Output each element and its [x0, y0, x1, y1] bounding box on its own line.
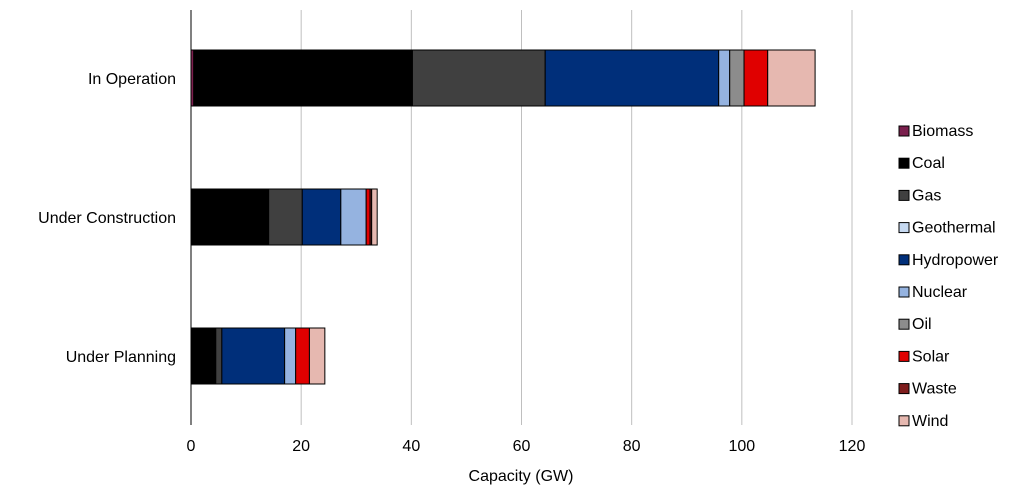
- bar-gas-under-planning: [215, 327, 223, 385]
- legend-label-nuclear: Nuclear: [912, 284, 968, 301]
- bars: [190, 49, 816, 385]
- legend-swatch-wind: [898, 415, 910, 427]
- bar-nuclear-under-planning: [284, 327, 297, 385]
- legend-swatch-gas: [898, 189, 910, 201]
- x-axis-label: Capacity (GW): [469, 468, 574, 485]
- bar-solar-under-planning: [295, 327, 310, 385]
- x-tick-label: 100: [728, 438, 755, 455]
- legend-label-wind: Wind: [912, 413, 948, 430]
- x-tick-label: 120: [839, 438, 866, 455]
- y-category-label: In Operation: [88, 71, 176, 88]
- bar-nuclear-in-operation: [718, 49, 731, 107]
- x-tick-label: 80: [623, 438, 641, 455]
- bar-coal-under-planning: [190, 327, 217, 385]
- bar-hydropower-under-construction: [301, 188, 342, 246]
- bar-coal-under-construction: [190, 188, 270, 246]
- bar-hydropower-under-planning: [221, 327, 286, 385]
- legend-label-oil: Oil: [912, 316, 932, 333]
- bar-gas-in-operation: [411, 49, 546, 107]
- legend-label-waste: Waste: [912, 381, 957, 398]
- legend-swatch-hydropower: [898, 254, 910, 266]
- bar-wind-under-planning: [308, 327, 326, 385]
- legend-label-biomass: Biomass: [912, 123, 973, 140]
- bar-nuclear-under-construction: [340, 188, 367, 246]
- bar-coal-in-operation: [193, 49, 413, 107]
- legend-label-geothermal: Geothermal: [912, 220, 996, 237]
- legend-swatch-nuclear: [898, 286, 910, 298]
- legend-swatch-waste: [898, 383, 910, 395]
- legend-label-hydropower: Hydropower: [912, 252, 999, 269]
- bar-solar-in-operation: [743, 49, 769, 107]
- legend-label-solar: Solar: [912, 348, 950, 365]
- legend-swatch-solar: [898, 350, 910, 362]
- legend: Biomass Coal Gas Geothermal Hydropower Nuclea…: [898, 123, 999, 430]
- x-tick-label: 60: [513, 438, 531, 455]
- bar-oil-in-operation: [729, 49, 745, 107]
- legend-swatch-oil: [898, 318, 910, 330]
- legend-label-gas: Gas: [912, 187, 941, 204]
- y-axis-category-labels: In Operation Under Construction Under Plan…: [38, 71, 176, 366]
- y-category-label: Under Planning: [66, 349, 176, 366]
- bar-solar-under-construction: [365, 188, 371, 246]
- bar-wind-under-construction: [371, 188, 378, 246]
- legend-label-coal: Coal: [912, 155, 945, 172]
- bar-wind-in-operation: [767, 49, 816, 107]
- legend-swatch-biomass: [898, 125, 910, 137]
- x-tick-label: 40: [402, 438, 420, 455]
- legend-swatch-geothermal: [898, 222, 910, 234]
- x-tick-label: 20: [292, 438, 310, 455]
- legend-swatch-coal: [898, 157, 910, 169]
- bar-gas-under-construction: [268, 188, 303, 246]
- bar-hydropower-in-operation: [544, 49, 720, 107]
- x-axis-tick-labels: 0 20 40 60 80 100 120: [187, 438, 866, 455]
- x-tick-label: 0: [187, 438, 196, 455]
- y-category-label: Under Construction: [38, 210, 176, 227]
